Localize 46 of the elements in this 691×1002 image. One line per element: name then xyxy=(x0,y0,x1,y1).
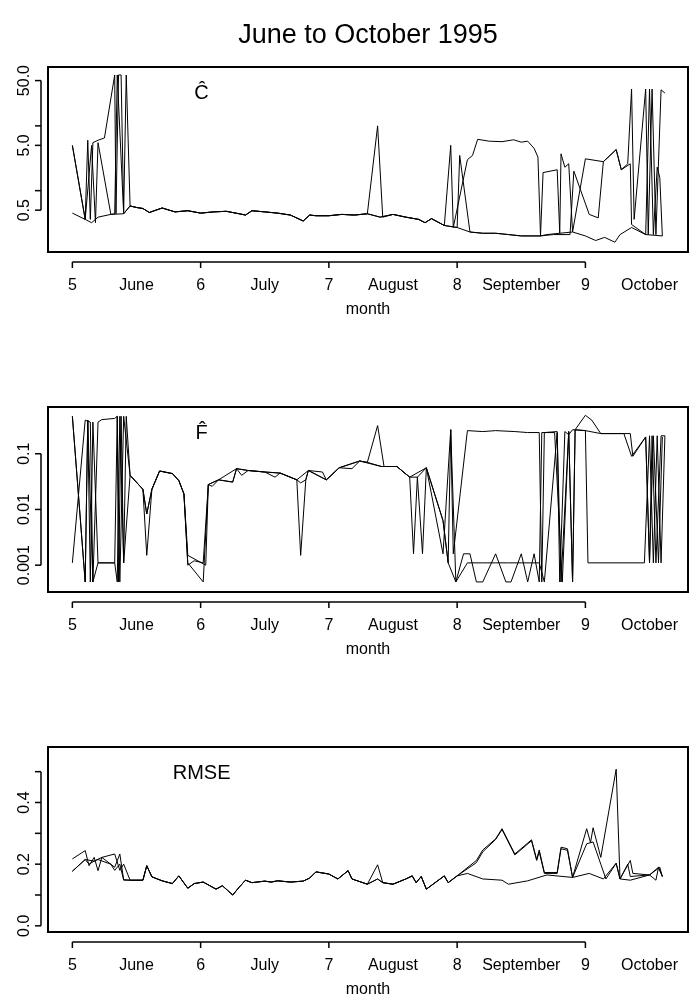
x-tick-label: 7 xyxy=(324,616,334,633)
x-tick-label: 8 xyxy=(452,276,462,293)
y-tick-label: 0.001 xyxy=(15,545,32,586)
x-tick-label: September xyxy=(482,276,562,293)
x-tick-label: July xyxy=(250,616,279,633)
x-tick-label: 5 xyxy=(67,276,77,293)
x-tick-label: 9 xyxy=(580,276,590,293)
x-tick-label: October xyxy=(621,276,679,293)
x-tick-label: 6 xyxy=(196,276,206,293)
y-tick-label: 0.0 xyxy=(15,914,32,937)
x-tick-label: October xyxy=(621,956,679,973)
x-tick-label: 6 xyxy=(196,956,206,973)
x-tick-label: 5 xyxy=(67,616,77,633)
y-tick-label: 0.2 xyxy=(15,852,32,876)
x-tick-label: September xyxy=(482,956,562,973)
x-tick-label: August xyxy=(368,956,419,973)
x-axis-title: month xyxy=(345,980,391,997)
x-tick-label: August xyxy=(368,616,419,633)
x-tick-label: August xyxy=(368,276,419,293)
x-tick-label: 8 xyxy=(452,616,462,633)
x-axis-title: month xyxy=(345,640,391,657)
y-tick-label: 0.5 xyxy=(15,198,32,222)
chart-title: June to October 1995 xyxy=(238,19,498,49)
x-tick-label: 8 xyxy=(452,956,462,973)
x-tick-label: July xyxy=(250,276,279,293)
y-tick-label: 0.4 xyxy=(15,791,32,814)
y-tick-label: 50.0 xyxy=(15,64,32,97)
y-tick-label: 5.0 xyxy=(15,134,32,157)
x-tick-label: July xyxy=(250,956,279,973)
x-tick-label: September xyxy=(482,616,562,633)
x-tick-label: 9 xyxy=(580,956,590,973)
x-tick-label: June xyxy=(119,956,154,973)
x-tick-label: June xyxy=(119,276,154,293)
y-tick-label: 0.1 xyxy=(15,442,32,465)
x-tick-label: 7 xyxy=(324,956,334,973)
x-tick-label: 9 xyxy=(580,616,590,633)
x-axis-title: month xyxy=(345,300,391,317)
annotation: F̂ xyxy=(195,420,208,443)
x-tick-label: 5 xyxy=(67,956,77,973)
x-tick-label: 7 xyxy=(324,276,334,293)
x-tick-label: October xyxy=(621,616,679,633)
x-tick-label: 6 xyxy=(196,616,206,633)
x-tick-label: June xyxy=(119,616,154,633)
annotation: Ĉ xyxy=(194,81,209,103)
y-tick-label: 0.01 xyxy=(15,493,32,526)
annotation: RMSE xyxy=(172,761,231,783)
